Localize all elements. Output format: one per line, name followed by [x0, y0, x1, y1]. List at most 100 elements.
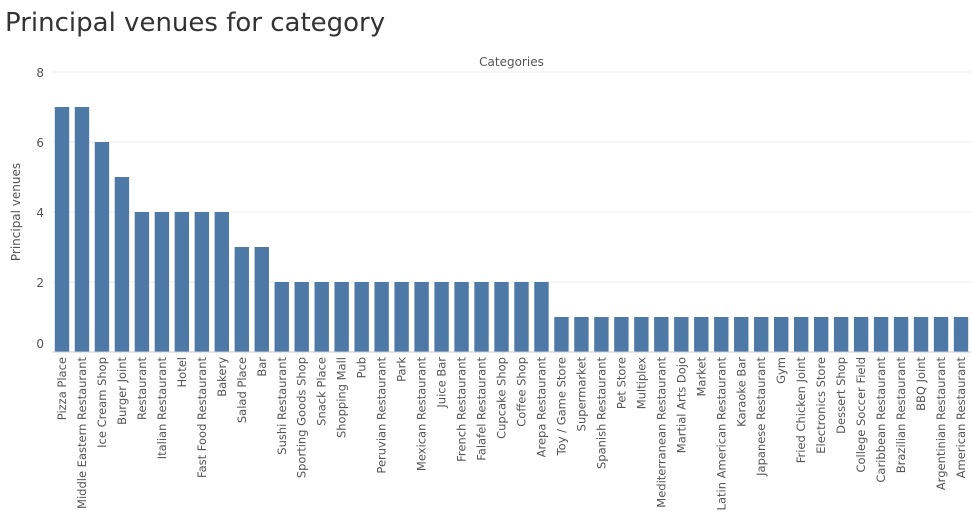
x-tick-label: American Restaurant — [954, 357, 968, 479]
bar — [434, 282, 449, 352]
x-tick-label: Burger Joint — [115, 357, 129, 425]
x-tick-label: Japanese Restaurant — [754, 357, 768, 477]
bar — [374, 282, 389, 352]
bar — [534, 282, 549, 352]
x-tick-label: Bakery — [215, 357, 229, 397]
page-title: Principal venues for category — [5, 8, 386, 38]
x-tick-label: BBQ Joint — [914, 357, 928, 411]
y-axis-label: Principal venues — [9, 163, 23, 261]
bar — [793, 317, 809, 352]
x-tick-label: Ice Cream Shop — [95, 357, 109, 448]
x-tick-label: Brazilian Restaurant — [894, 357, 908, 474]
x-tick-label: Spanish Restaurant — [594, 357, 608, 470]
x-tick-label: Middle Eastern Restaurant — [75, 357, 89, 509]
bar — [694, 317, 709, 352]
bar — [174, 212, 190, 352]
bar — [774, 317, 789, 352]
bar — [334, 282, 349, 352]
bar — [873, 317, 889, 352]
x-tick-label: Coffee Shop — [514, 357, 528, 427]
bar — [54, 107, 70, 352]
y-axis-ticks: 0 2 4 6 8 — [36, 66, 44, 351]
x-tick-label: Salad Place — [235, 357, 249, 423]
bar — [454, 282, 469, 352]
x-tick-label: Sushi Restaurant — [275, 357, 289, 455]
x-tick-label: Pizza Place — [55, 357, 69, 420]
x-tick-label: Hotel — [175, 357, 189, 387]
bar — [494, 282, 509, 352]
bar — [474, 282, 489, 352]
x-tick-label: College Soccer Field — [854, 357, 868, 473]
bar — [554, 317, 569, 352]
x-tick-label: Karaoke Bar — [734, 357, 748, 427]
x-tick-label: Electronics Store — [814, 357, 828, 454]
bar — [654, 317, 669, 352]
bar — [594, 317, 609, 352]
bar — [94, 142, 110, 352]
x-tick-label: Mexican Restaurant — [415, 357, 429, 472]
x-tick-label: Mediterranean Restaurant — [654, 357, 668, 508]
bar — [813, 317, 829, 352]
x-tick-label: Supermarket — [574, 357, 588, 432]
bar — [154, 212, 170, 352]
bar — [853, 317, 869, 352]
y-tick-label: 4 — [36, 206, 44, 220]
x-tick-label: Cupcake Shop — [495, 357, 509, 439]
x-tick-label: Park — [395, 357, 409, 382]
bar — [933, 317, 949, 352]
bar — [394, 282, 409, 352]
column-header: Categories — [479, 55, 544, 69]
bar — [734, 317, 749, 352]
x-tick-label: Peruvian Restaurant — [375, 357, 389, 474]
bar — [294, 282, 309, 352]
bar — [514, 282, 529, 352]
x-tick-label: Toy / Game Store — [554, 357, 568, 456]
bar — [194, 212, 210, 352]
x-tick-label: Fried Chicken Joint — [794, 357, 808, 464]
bar — [274, 282, 289, 352]
x-tick-label: Arepa Restaurant — [534, 357, 548, 458]
bar — [254, 247, 269, 352]
y-tick-label: 0 — [36, 337, 44, 351]
x-tick-label: Bar — [255, 357, 269, 377]
bar — [114, 177, 130, 352]
bar — [634, 317, 649, 352]
x-tick-label: Multiplex — [634, 357, 648, 409]
bar — [234, 247, 249, 352]
bars — [54, 107, 969, 352]
bar — [134, 212, 150, 352]
x-tick-label: Sporting Goods Shop — [295, 357, 309, 478]
bar — [754, 317, 769, 352]
x-tick-label: Gym — [774, 357, 788, 384]
bar — [674, 317, 689, 352]
x-tick-label: French Restaurant — [455, 357, 469, 462]
x-tick-label: Dessert Shop — [834, 357, 848, 434]
x-tick-label: Restaurant — [135, 357, 149, 420]
x-tick-label: Juice Bar — [435, 357, 449, 409]
x-tick-label: Latin American Restaurant — [714, 357, 728, 511]
y-tick-label: 6 — [36, 136, 44, 150]
bar — [614, 317, 629, 352]
bar — [354, 282, 369, 352]
x-tick-label: Pub — [355, 357, 369, 378]
x-tick-label: Snack Place — [315, 357, 329, 426]
bar — [893, 317, 909, 352]
bar — [714, 317, 729, 352]
bar — [74, 107, 90, 352]
x-tick-label: Martial Arts Dojo — [674, 357, 688, 453]
x-tick-label: Fast Food Restaurant — [195, 357, 209, 478]
gridlines — [52, 71, 971, 283]
y-tick-label: 2 — [36, 276, 44, 290]
bar — [833, 317, 849, 352]
bar — [214, 212, 230, 352]
x-tick-label: Falafel Restaurant — [475, 357, 489, 461]
bar — [414, 282, 429, 352]
x-tick-label: Caribbean Restaurant — [874, 357, 888, 483]
bar — [574, 317, 589, 352]
x-tick-label: Argentinian Restaurant — [934, 357, 948, 491]
y-tick-label: 8 — [36, 66, 44, 80]
x-axis-tick-labels: Pizza Place Middle Eastern Restaurant Ice … — [55, 357, 968, 511]
bar — [953, 317, 969, 352]
x-tick-label: Market — [694, 357, 708, 397]
